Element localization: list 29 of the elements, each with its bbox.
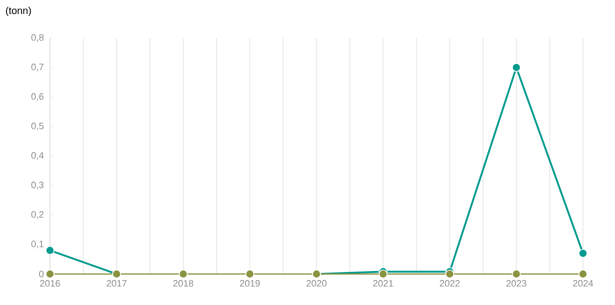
x-tick-label: 2017 bbox=[106, 280, 127, 287]
y-tick-label: 0,7 bbox=[31, 64, 44, 72]
point bbox=[46, 270, 54, 278]
y-tick-label: 0 bbox=[39, 270, 44, 278]
x-tick-label: 2022 bbox=[440, 280, 460, 287]
point bbox=[378, 270, 388, 278]
x-tick-label: 2019 bbox=[240, 280, 260, 287]
y-tick-label: 0,8 bbox=[31, 34, 44, 42]
y-tick-label: 0,3 bbox=[31, 182, 44, 190]
x-tick-label: 2023 bbox=[506, 280, 526, 287]
x-tick-label: 2024 bbox=[573, 280, 594, 287]
point bbox=[46, 246, 54, 255]
y-tick-label: 0,5 bbox=[31, 122, 44, 130]
point bbox=[245, 270, 254, 278]
x-tick-label: 2018 bbox=[173, 280, 194, 287]
point bbox=[578, 270, 588, 278]
point bbox=[178, 270, 188, 278]
x-tick-label: 2020 bbox=[306, 280, 327, 287]
y-tick-label: 0,1 bbox=[31, 240, 44, 248]
point bbox=[578, 248, 588, 258]
point bbox=[512, 270, 521, 278]
y-tick-label: 0,4 bbox=[31, 152, 44, 160]
point bbox=[445, 270, 454, 278]
x-tick-label: 2016 bbox=[40, 280, 60, 287]
y-tick-label: 0,6 bbox=[31, 93, 44, 101]
y-tick-label: 0,2 bbox=[31, 211, 44, 219]
point bbox=[512, 63, 521, 72]
y-axis-title: (tonn) bbox=[6, 6, 31, 16]
x-tick-label: 2021 bbox=[373, 280, 394, 287]
